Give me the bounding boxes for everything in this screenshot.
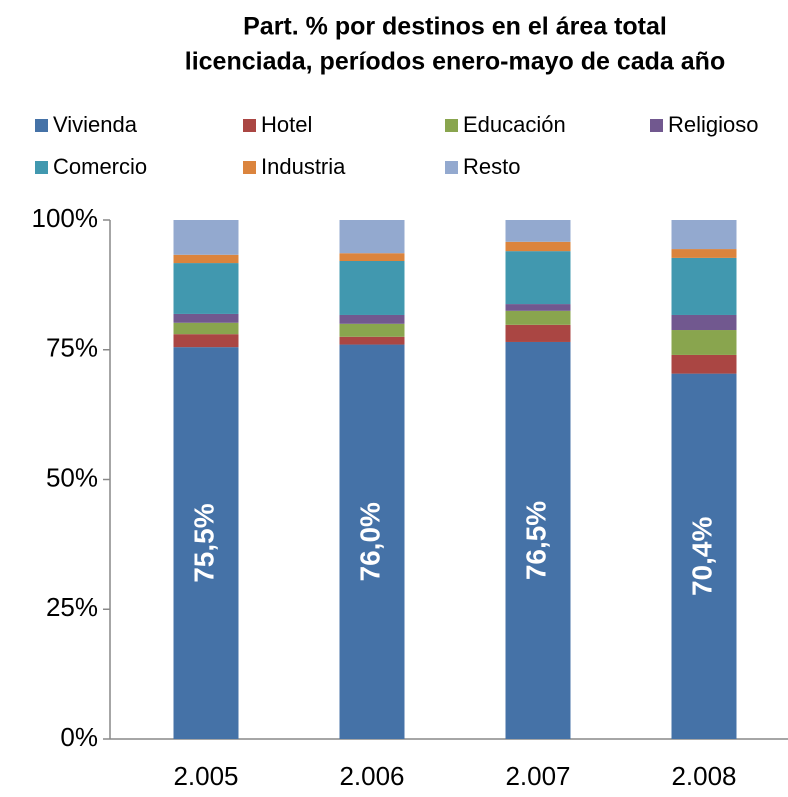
bar-segment [671,257,737,315]
y-tick-label: 100% [32,203,99,233]
bar-segment [339,314,405,324]
bar-segment [505,251,571,305]
x-tick-label: 2.008 [671,761,736,791]
bar-segment [173,322,239,335]
legend-label: Resto [463,154,520,179]
data-label: 70,4% [686,517,717,596]
bar-segment [505,310,571,325]
legend-label: Vivienda [53,112,138,137]
bar-segment [339,253,405,262]
y-tick-label: 25% [46,592,98,622]
bar-segment [505,341,571,739]
legend-swatch [35,161,48,174]
bar-segment [671,220,737,250]
bar-segment [505,220,571,242]
bar-segment [671,330,737,355]
legend-label: Industria [261,154,346,179]
bar-segment [173,263,239,314]
y-tick-label: 0% [60,722,98,752]
bar-segment [173,220,239,255]
bar-segment [505,241,571,252]
legend-swatch [445,161,458,174]
bar-segment [339,344,405,739]
x-tick-label: 2.005 [173,761,238,791]
y-tick-label: 50% [46,462,98,492]
x-tick-label: 2.007 [505,761,570,791]
legend-label: Comercio [53,154,147,179]
legend-swatch [650,119,663,132]
data-label: 76,5% [520,501,551,580]
legend-label: Hotel [261,112,312,137]
bar-segment [173,313,239,323]
legend-swatch [243,161,256,174]
legend-label: Educación [463,112,566,137]
legend-swatch [243,119,256,132]
chart-title: Part. % por destinos en el área total [243,13,667,41]
bar-segment [173,254,239,264]
bar-segment [505,304,571,311]
legend-swatch [445,119,458,132]
bar-segment [671,314,737,331]
bar-segment [173,334,239,348]
legend-swatch [35,119,48,132]
bar-segment [671,249,737,258]
bar-segment [671,373,737,739]
bar-segment [671,354,737,374]
bar-segment [173,347,239,739]
bar-segment [505,324,571,342]
data-label: 76,0% [354,502,385,581]
chart-subtitle: licenciada, períodos enero-mayo de cada … [185,48,725,76]
y-tick-label: 75% [46,333,98,363]
legend-label: Religioso [668,112,759,137]
bar-segment [339,323,405,337]
bar-segment [339,261,405,315]
bar-segment [339,336,405,345]
x-tick-label: 2.006 [339,761,404,791]
data-label: 75,5% [188,503,219,582]
bar-segment [339,220,405,254]
